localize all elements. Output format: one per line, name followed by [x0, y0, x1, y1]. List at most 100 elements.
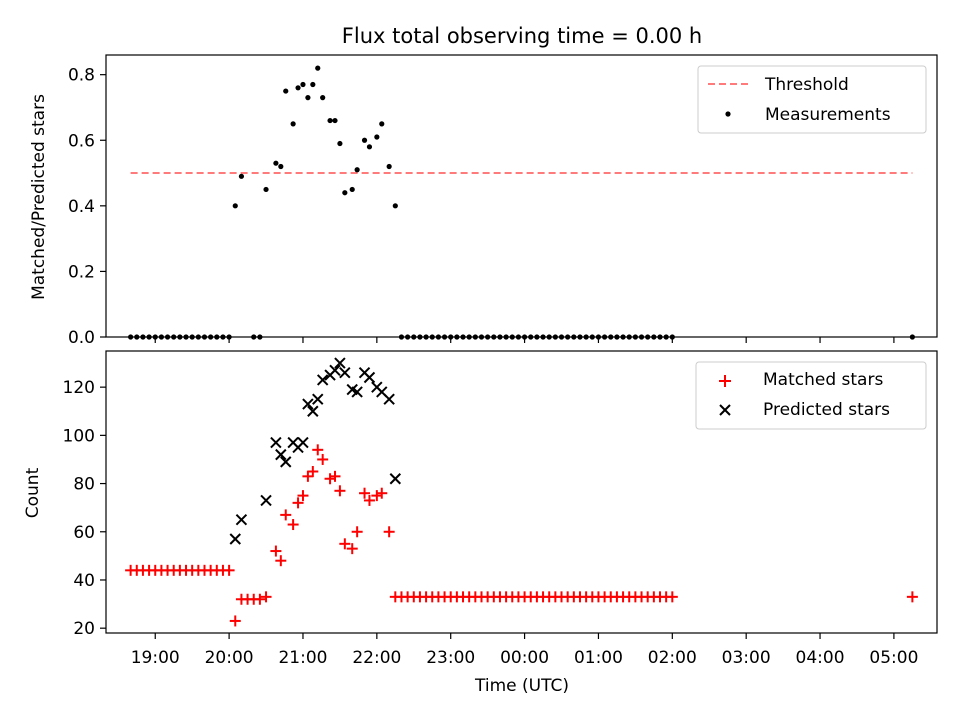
measurement-point	[354, 167, 360, 173]
matched-star-point	[329, 470, 341, 482]
matched-star-point	[275, 555, 287, 567]
measurement-point	[332, 117, 338, 124]
matched-star-point	[346, 543, 358, 555]
measurement-point	[374, 134, 380, 140]
top-panel: Flux total observing time = 0.00 h Match…	[29, 24, 938, 348]
x-tick-label: 20:00	[205, 648, 254, 668]
measurement-point	[337, 140, 343, 147]
measurement-point	[238, 173, 245, 179]
measurement-point	[379, 121, 385, 127]
matched-star-point	[292, 497, 304, 509]
matched-star-point	[317, 453, 329, 465]
top-legend: Threshold Measurements	[697, 65, 927, 134]
matched-star-point	[334, 485, 346, 497]
measurement-point	[386, 163, 392, 170]
bottom-plot-area	[125, 357, 918, 627]
matched-star-point	[302, 470, 314, 482]
matched-star-point	[260, 591, 272, 603]
measurement-point	[392, 203, 398, 209]
matched-star-point	[359, 487, 371, 499]
matched-star-point	[376, 487, 388, 499]
measurement-point	[366, 144, 373, 150]
bottom-legend-box	[695, 361, 927, 430]
x-ticks: 19:00 20:00 21:00 22:00 23:00 00:00 01:00 02:00…	[131, 337, 918, 668]
legend-predicted-swatch	[719, 404, 731, 416]
legend-matched-label: Matched stars	[763, 370, 883, 390]
predicted-star-point	[280, 456, 292, 468]
x-tick-label: 00:00	[500, 648, 549, 668]
top-legend-box	[697, 65, 927, 134]
predicted-star-point	[307, 405, 319, 417]
bottom-y-tick-label: 100	[63, 426, 95, 446]
top-y-ticks: 0.0 0.2 0.4 0.6 0.8	[68, 66, 106, 348]
bottom-y-ticks: 20 40 60 80 100 120	[63, 378, 106, 639]
matched-star-point	[351, 526, 363, 538]
legend-threshold-label: Threshold	[764, 75, 849, 95]
x-tick-label: 23:00	[426, 648, 475, 668]
measurement-point	[320, 95, 326, 101]
matched-star-point	[383, 526, 395, 538]
predicted-star-point	[329, 364, 341, 376]
predicted-star-point	[339, 366, 351, 379]
predicted-star-point	[275, 448, 287, 461]
measurement-point	[300, 81, 306, 88]
predicted-star-point	[260, 494, 272, 507]
measurement-point	[232, 203, 238, 209]
x-tick-label: 02:00	[648, 648, 697, 668]
matched-star-point	[307, 466, 319, 478]
predicted-star-point	[316, 374, 329, 386]
x-tick-label: 05:00	[869, 648, 918, 668]
matched-star-point	[363, 494, 375, 506]
bottom-y-tick-label: 80	[73, 475, 95, 495]
legend-predicted-label: Predicted stars	[763, 400, 890, 420]
matched-star-point	[254, 593, 266, 605]
matched-star-point	[280, 509, 292, 521]
matched-star-point	[270, 545, 282, 557]
predicted-star-point	[302, 398, 314, 410]
matched-star-point	[324, 473, 336, 485]
matched-star-point	[312, 444, 324, 456]
matched-star-point	[287, 519, 299, 531]
legend-measurements-swatch	[725, 111, 731, 117]
measurement-point	[349, 186, 355, 193]
measurement-point	[361, 137, 368, 143]
measurement-point	[327, 117, 333, 124]
matched-star-point	[666, 591, 678, 603]
matched-star-point	[229, 615, 241, 627]
x-tick-label: 22:00	[352, 648, 401, 668]
bottom-legend: Matched stars Predicted stars	[695, 361, 927, 430]
measurement-point	[295, 85, 301, 91]
predicted-star-point	[351, 386, 363, 398]
predicted-star-point	[270, 436, 282, 449]
matched-star-point	[297, 490, 309, 502]
measurement-point	[283, 88, 289, 94]
measurement-point	[263, 186, 269, 193]
top-y-tick-label: 0.8	[68, 66, 95, 86]
predicted-star-point	[389, 473, 402, 485]
legend-matched-swatch	[719, 375, 731, 387]
bottom-y-tick-label: 120	[63, 378, 95, 398]
top-axes-frame	[105, 54, 938, 338]
bottom-y-axis-label: Count	[23, 467, 43, 518]
top-chart-title: Flux total observing time = 0.00 h	[342, 24, 702, 48]
bottom-y-tick-label: 60	[73, 523, 95, 543]
measurement-point	[290, 121, 296, 127]
x-tick-label: 19:00	[131, 648, 180, 668]
bottom-panel: Count Time (UTC) 20 40 60 80 100 120 19:00 20:…	[23, 337, 938, 696]
bottom-axes-frame	[105, 350, 938, 634]
x-tick-label: 21:00	[278, 648, 327, 668]
measurement-point	[310, 81, 316, 88]
predicted-star-point	[334, 357, 346, 369]
legend-measurements-label: Measurements	[765, 105, 891, 125]
matched-star-point	[223, 564, 235, 576]
top-y-tick-label: 0.6	[68, 131, 95, 151]
predicted-star-point	[363, 371, 376, 384]
top-y-tick-label: 0.0	[68, 328, 95, 348]
top-y-axis-label: Matched/Predicted stars	[29, 94, 49, 300]
measurement-point	[305, 95, 311, 101]
measurement-point	[278, 163, 284, 170]
matched-star-point	[371, 490, 383, 502]
bottom-y-tick-label: 40	[73, 571, 95, 591]
matched-star-point	[339, 538, 351, 550]
